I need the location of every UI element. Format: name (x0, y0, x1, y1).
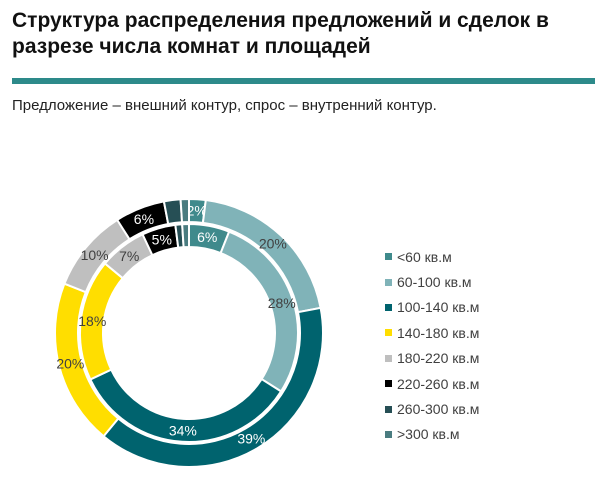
legend-label: 100-140 кв.м (397, 299, 480, 316)
inner-data-label: 28% (268, 295, 296, 311)
outer-segment-6 (162, 198, 184, 226)
legend-swatch (385, 354, 392, 362)
inner-data-label: 18% (78, 313, 106, 329)
outer-data-label: 20% (259, 236, 287, 252)
legend: <60 кв.м 60-100 кв.м 100-140 кв.м 140-180 к… (385, 244, 479, 447)
outer-data-label: 20% (56, 355, 84, 371)
legend-swatch (385, 405, 392, 413)
inner-data-label: 5% (152, 231, 172, 247)
subtitle: Предложение – внешний контур, спрос – вн… (12, 97, 437, 114)
legend-item: 140-180 кв.м (385, 320, 479, 345)
legend-label: 60-100 кв.м (397, 274, 472, 291)
legend-label: 140-180 кв.м (397, 324, 480, 341)
legend-swatch (385, 253, 392, 261)
title-divider (12, 78, 595, 84)
outer-data-label: 10% (81, 247, 109, 263)
legend-label: >300 кв.м (397, 426, 460, 443)
legend-item: 100-140 кв.м (385, 295, 479, 320)
outer-data-label: 6% (134, 211, 154, 227)
legend-swatch (385, 329, 392, 337)
inner-data-label: 7% (119, 248, 139, 264)
inner-data-label: 34% (169, 422, 197, 438)
inner-data-label: 6% (197, 229, 217, 245)
legend-item: 180-220 кв.м (385, 346, 479, 371)
legend-item: 60-100 кв.м (385, 269, 479, 294)
legend-swatch (385, 278, 392, 286)
outer-data-label: 39% (237, 430, 265, 446)
legend-item: 260-300 кв.м (385, 396, 479, 421)
outer-segment-7 (179, 197, 190, 224)
legend-item: 220-260 кв.м (385, 371, 479, 396)
legend-item: <60 кв.м (385, 244, 479, 269)
legend-label: 220-260 кв.м (397, 375, 480, 392)
legend-swatch (385, 430, 392, 438)
inner-segment-7 (181, 222, 190, 249)
legend-label: 180-220 кв.м (397, 350, 480, 367)
page-title: Структура распределения предложений и сд… (12, 9, 549, 58)
legend-label: <60 кв.м (397, 248, 452, 265)
legend-swatch (385, 380, 392, 388)
outer-data-label: 2% (187, 203, 207, 219)
legend-item: >300 кв.м (385, 422, 479, 447)
legend-label: 260-300 кв.м (397, 401, 480, 418)
legend-swatch (385, 303, 392, 311)
